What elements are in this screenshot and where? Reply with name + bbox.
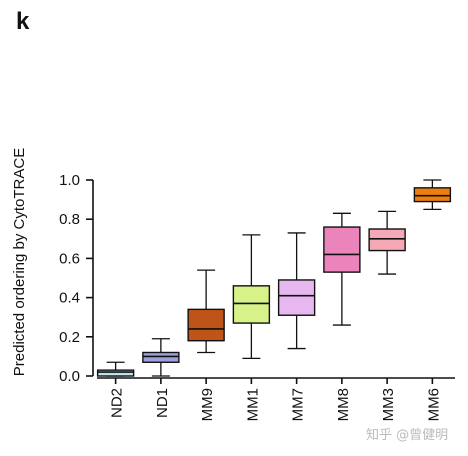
x-tick-label: MM7 [290, 388, 307, 421]
box-nd1 [142, 338, 180, 377]
y-tick-label: 1.0 [59, 172, 80, 189]
box-body [413, 187, 452, 203]
box-mm8 [323, 212, 361, 326]
x-tick-label: MM1 [244, 388, 261, 421]
x-tick-label: MM6 [425, 388, 442, 421]
y-tick-label: 0.2 [59, 329, 80, 346]
panel-label: k [16, 8, 30, 35]
box-body [277, 279, 316, 316]
watermark: 知乎 @曾健明 [366, 428, 449, 443]
y-tick-label: 0.0 [59, 368, 80, 385]
box-mm6 [413, 179, 452, 211]
box-body [142, 351, 180, 363]
y-tick-label: 0.8 [59, 211, 80, 228]
box-mm1 [232, 234, 271, 360]
x-tick-label: MM3 [380, 388, 397, 421]
box-body [368, 228, 406, 252]
x-tick-label: MM9 [199, 388, 216, 421]
box-series [96, 179, 452, 377]
y-axis-title: Predicted ordering by CytoTRACE [11, 148, 28, 376]
y-axis: 0.0 0.2 0.4 0.6 0.8 1.0 [59, 172, 94, 385]
box-mm7 [277, 232, 316, 350]
box-body [323, 226, 361, 273]
box-body [232, 285, 271, 324]
box-mm3 [368, 210, 406, 275]
box-mm9 [187, 269, 225, 354]
y-tick-label: 0.4 [59, 290, 80, 307]
box-body [187, 308, 225, 342]
x-tick-label: ND1 [154, 388, 171, 418]
y-tick-label: 0.6 [59, 250, 80, 267]
x-tick-label: MM8 [335, 388, 352, 421]
box-nd2 [96, 361, 135, 377]
box-body [96, 369, 135, 377]
x-axis: ND2 ND1 MM9 MM1 MM7 MM8 MM3 MM6 [97, 377, 455, 421]
x-tick-label: ND2 [109, 388, 126, 418]
